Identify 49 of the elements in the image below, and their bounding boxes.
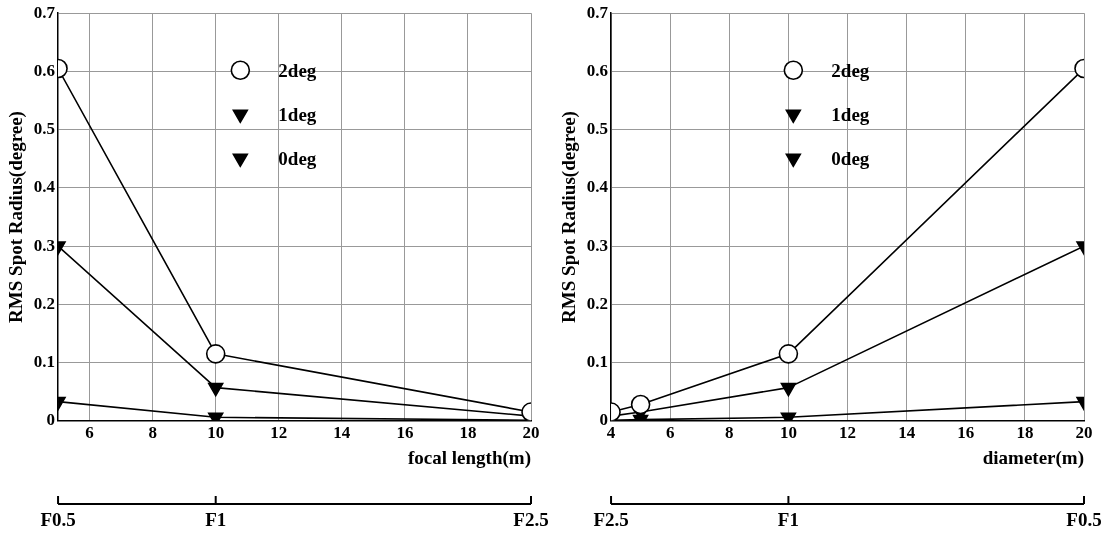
y-tick-label: 0.5 — [33, 119, 56, 139]
y-tick-label: 0.3 — [586, 235, 609, 255]
x-axis-title: focal length(m) — [408, 446, 531, 469]
x-tick-label: 16 — [957, 423, 975, 443]
y-tick-label: 0.1 — [33, 351, 56, 371]
y-tick-label: 0.7 — [33, 2, 56, 22]
y-axis-title: RMS Spot Radius(degree) — [558, 111, 581, 323]
legend-label: 1deg — [831, 104, 870, 126]
y-tick-label: 0.2 — [33, 293, 56, 313]
x-tick-label: 18 — [459, 423, 477, 443]
x-tick-label: 14 — [333, 423, 351, 443]
y-tick-label: 0.6 — [586, 60, 609, 80]
annotation: F2.5 — [593, 509, 629, 531]
x-tick-label: 18 — [1016, 423, 1034, 443]
y-tick-label: 0.2 — [586, 293, 609, 313]
legend-label: 0deg — [831, 148, 870, 170]
x-tick-label: 10 — [207, 423, 225, 443]
x-tick-label: 6 — [85, 423, 94, 443]
legend-label: 0deg — [278, 148, 317, 170]
y-tick-label: 0.4 — [586, 177, 609, 197]
x-tick-label: 6 — [665, 423, 675, 443]
annotation: F2.5 — [513, 509, 549, 531]
y-axis-title: RMS Spot Radius(degree) — [5, 111, 28, 323]
x-tick-label: 12 — [839, 423, 857, 443]
x-tick-label: 14 — [898, 423, 916, 443]
annotation: F1 — [777, 509, 799, 531]
y-tick-label: 0.3 — [33, 235, 56, 255]
legend-label: 1deg — [278, 104, 317, 126]
x-tick-label: 8 — [148, 423, 157, 443]
x-tick-label: 4 — [606, 423, 616, 443]
y-tick-label: 0 — [46, 410, 56, 430]
x-tick-label: 8 — [725, 423, 734, 443]
y-tick-label: 0.6 — [33, 60, 56, 80]
y-tick-label: 0.1 — [586, 351, 609, 371]
legend-label: 2deg — [278, 60, 317, 82]
y-tick-label: 0.5 — [586, 119, 609, 139]
y-tick-label: 0 — [599, 410, 609, 430]
x-tick-label: 12 — [270, 423, 288, 443]
y-tick-label: 0.4 — [33, 177, 56, 197]
x-axis-title: diameter(m) — [982, 446, 1084, 469]
legend-label: 2deg — [831, 60, 870, 82]
x-tick-label: 10 — [779, 423, 797, 443]
y-tick-label: 0.7 — [586, 2, 609, 22]
x-tick-label: 20 — [522, 423, 540, 443]
annotation: F1 — [205, 509, 227, 531]
annotation: F0.5 — [40, 509, 76, 531]
annotation: F0.5 — [1066, 509, 1102, 531]
x-tick-label: 20 — [1075, 423, 1093, 443]
x-tick-label: 16 — [396, 423, 414, 443]
